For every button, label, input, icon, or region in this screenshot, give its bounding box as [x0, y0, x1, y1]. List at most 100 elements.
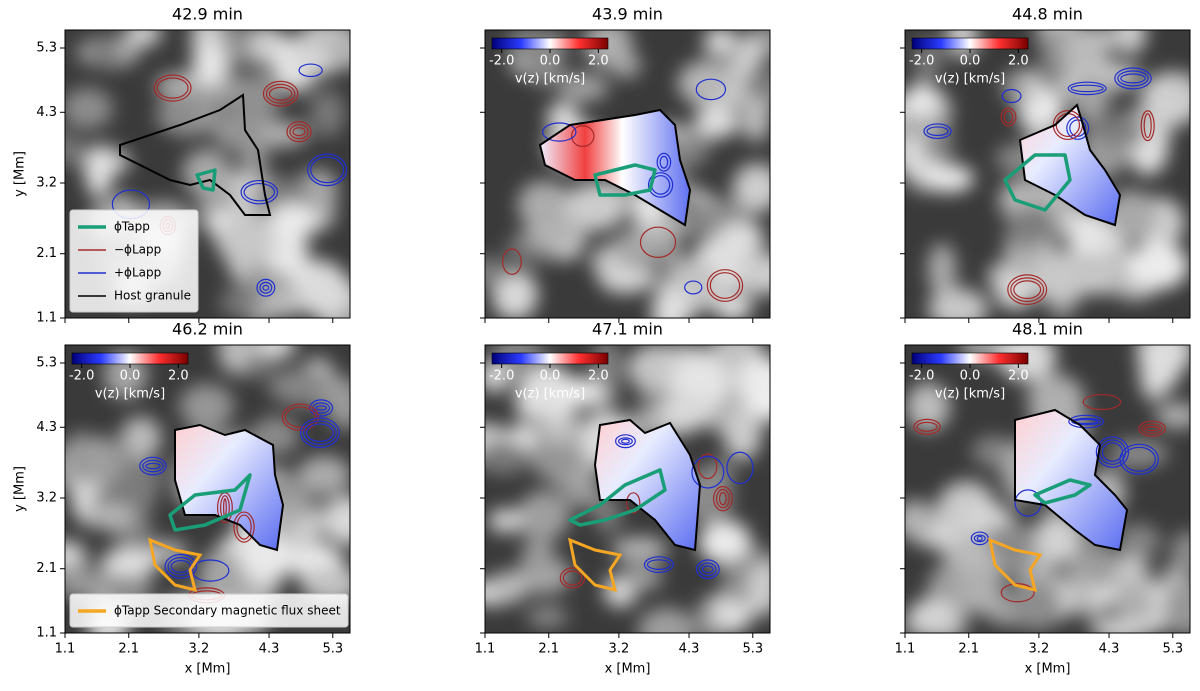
- legend-label: Host granule: [114, 289, 191, 303]
- intensity-image: [65, 345, 350, 633]
- secondary-sheet-contour: [147, 537, 203, 593]
- flux-contour: [259, 281, 273, 294]
- flux-contour: [639, 226, 677, 259]
- velocity-map: [595, 420, 700, 550]
- flux-contour: [626, 492, 641, 514]
- colorbar-tick-label: 0.0: [540, 54, 561, 69]
- x-tick-label: 1.1: [895, 642, 916, 657]
- flux-contour: [1120, 73, 1146, 84]
- axes-frame: [904, 344, 1191, 634]
- flux-contour: [298, 63, 323, 78]
- flux-contour: [646, 559, 671, 570]
- flux-contour: [706, 269, 744, 302]
- velocity-map: [540, 110, 690, 225]
- y-axis-label: y [Mm]: [13, 466, 28, 512]
- x-tick-label: 5.3: [322, 642, 343, 657]
- flux-contour: [286, 121, 312, 143]
- legend-label: −ϕLapp: [114, 243, 161, 257]
- intensity-image: [905, 345, 1190, 633]
- x-tick-label: 4.3: [679, 642, 700, 657]
- velocity-map: [1020, 105, 1120, 225]
- panel-title: 47.1 min: [592, 320, 663, 339]
- flux-contour: [142, 459, 164, 473]
- y-tick-label: 4.3: [36, 420, 57, 435]
- colorbar-label: v(z) [km/s]: [935, 387, 1005, 402]
- flux-contour: [139, 456, 167, 476]
- colorbar-tick-label: 0.0: [540, 369, 561, 384]
- legend: [69, 209, 199, 313]
- panel-title: 44.8 min: [1012, 5, 1083, 24]
- host-granule-contour: [593, 418, 702, 552]
- flux-contour: [262, 284, 270, 291]
- flux-contour: [268, 86, 293, 101]
- flux-contour: [698, 562, 717, 577]
- panel-title: 43.9 min: [592, 5, 663, 24]
- colorbar: [491, 37, 609, 50]
- x-axis-label: x [Mm]: [605, 662, 651, 677]
- intensity-image: [485, 345, 770, 633]
- flux-contour: [1001, 88, 1022, 104]
- flux-contour: [156, 77, 189, 99]
- axes-frame: [484, 29, 771, 319]
- panel: 42.9 min 1.1 2.1 3.2 4.3 5.3 y [Mm] ϕTapp −ϕLapp…: [13, 5, 351, 326]
- flux-contour: [923, 123, 952, 140]
- x-tick-label: 4.3: [259, 642, 280, 657]
- flux-sheet-contour: [568, 468, 667, 527]
- flux-contour: [315, 405, 328, 411]
- flux-sheet-contour: [593, 163, 657, 197]
- x-tick-label: 2.1: [118, 642, 139, 657]
- x-tick-label: 3.2: [609, 642, 630, 657]
- x-tick-label: 5.3: [1162, 642, 1183, 657]
- intensity-image: [905, 30, 1190, 318]
- legend: [69, 593, 349, 628]
- x-tick-label: 3.2: [1029, 642, 1050, 657]
- flux-contour: [1138, 420, 1166, 437]
- flux-contour: [615, 434, 636, 449]
- flux-contour: [712, 485, 733, 512]
- y-tick-label: 3.2: [36, 176, 57, 191]
- flux-contour: [1067, 81, 1107, 96]
- flux-contour: [542, 122, 577, 142]
- panel-title: 48.1 min: [1012, 320, 1083, 339]
- colorbar-tick-label: 2.0: [1008, 369, 1029, 384]
- flux-contour: [1000, 107, 1017, 127]
- flux-contour: [307, 153, 348, 187]
- flux-contour: [300, 417, 340, 448]
- flux-contour: [1068, 414, 1105, 429]
- flux-contour: [1144, 426, 1160, 432]
- flux-contour: [1013, 280, 1042, 299]
- colorbar-tick-label: 2.0: [1008, 54, 1029, 69]
- y-tick-label: 3.2: [36, 491, 57, 506]
- flux-contour: [1095, 436, 1130, 468]
- flux-contour: [697, 453, 718, 480]
- flux-contour: [1082, 393, 1122, 411]
- flux-contour: [236, 514, 252, 540]
- y-tick-label: 5.3: [36, 356, 57, 371]
- colorbar: [491, 352, 609, 365]
- flux-contour: [170, 559, 192, 573]
- x-tick-label: 5.3: [742, 642, 763, 657]
- colorbar: [71, 352, 189, 365]
- flux-contour: [306, 423, 334, 442]
- x-tick-label: 2.1: [538, 642, 559, 657]
- panel: 43.9 min -2.0 0.0 2.0v(z) [km/s]: [480, 5, 771, 323]
- flux-contour: [1071, 417, 1102, 426]
- flux-contour: [709, 272, 741, 299]
- flux-contour: [233, 511, 255, 543]
- colorbar: [911, 352, 1029, 365]
- flux-sheet-contour: [1033, 478, 1092, 505]
- secondary-sheet-contour: [567, 537, 623, 593]
- x-tick-label: 4.3: [1099, 642, 1120, 657]
- x-tick-label: 3.2: [189, 642, 210, 657]
- flux-contour: [1119, 443, 1159, 475]
- flux-contour: [643, 556, 674, 573]
- colorbar-tick-label: -2.0: [69, 369, 94, 384]
- flux-contour: [262, 80, 299, 107]
- flux-contour: [256, 278, 276, 297]
- y-tick-label: 1.1: [36, 626, 57, 641]
- panel-title: 46.2 min: [172, 320, 243, 339]
- flux-contour: [501, 248, 522, 275]
- colorbar-tick-label: 2.0: [588, 369, 609, 384]
- legend-label: ϕTapp Secondary magnetic flux sheet: [114, 604, 341, 618]
- colorbar-label: v(z) [km/s]: [515, 72, 585, 87]
